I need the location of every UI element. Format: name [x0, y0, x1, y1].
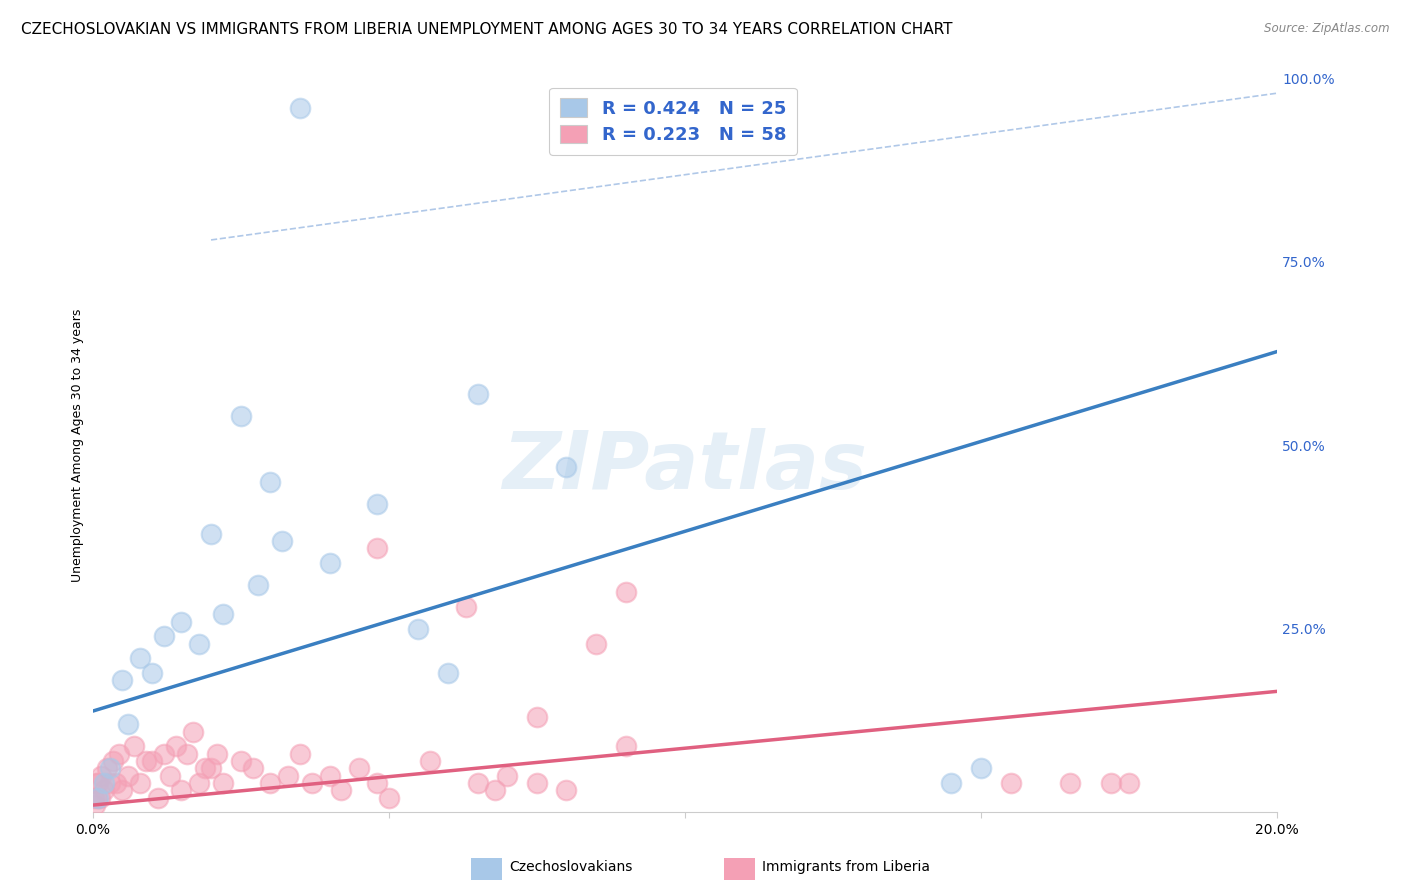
Point	[129, 651, 152, 665]
Point	[288, 101, 311, 115]
Point	[242, 761, 264, 775]
Point	[229, 409, 252, 423]
Point	[105, 776, 128, 790]
Point	[141, 754, 163, 768]
Point	[103, 754, 125, 768]
Point	[108, 747, 131, 761]
Point	[526, 710, 548, 724]
Point	[111, 673, 134, 688]
Point	[181, 724, 204, 739]
Point	[200, 526, 222, 541]
Legend: R = 0.424   N = 25, R = 0.223   N = 58: R = 0.424 N = 25, R = 0.223 N = 58	[550, 87, 797, 155]
Point	[89, 790, 111, 805]
Y-axis label: Unemployment Among Ages 30 to 34 years: Unemployment Among Ages 30 to 34 years	[72, 309, 84, 582]
Point	[271, 533, 294, 548]
Point	[585, 637, 607, 651]
Text: Immigrants from Liberia: Immigrants from Liberia	[762, 860, 929, 874]
Point	[135, 754, 157, 768]
Point	[408, 622, 430, 636]
Point	[165, 739, 187, 754]
Point	[84, 776, 107, 790]
Point	[98, 776, 121, 790]
Point	[941, 776, 963, 790]
Point	[188, 776, 211, 790]
Point	[347, 761, 370, 775]
Point	[496, 769, 519, 783]
Point	[247, 578, 270, 592]
Point	[111, 783, 134, 797]
Point	[93, 776, 115, 790]
Point	[83, 790, 105, 805]
Point	[614, 585, 637, 599]
Point	[614, 739, 637, 754]
Point	[229, 754, 252, 768]
Point	[93, 783, 115, 797]
Point	[970, 761, 993, 775]
Point	[437, 665, 460, 680]
Point	[366, 776, 388, 790]
Text: CZECHOSLOVAKIAN VS IMMIGRANTS FROM LIBERIA UNEMPLOYMENT AMONG AGES 30 TO 34 YEAR: CZECHOSLOVAKIAN VS IMMIGRANTS FROM LIBER…	[21, 22, 953, 37]
Point	[176, 747, 198, 761]
Point	[141, 665, 163, 680]
Point	[1099, 776, 1122, 790]
Point	[188, 637, 211, 651]
Point	[129, 776, 152, 790]
Point	[194, 761, 217, 775]
Text: ZIPatlas: ZIPatlas	[502, 428, 868, 507]
Point	[330, 783, 353, 797]
Point	[318, 769, 340, 783]
Point	[212, 776, 235, 790]
Point	[98, 761, 121, 775]
Point	[170, 783, 193, 797]
Point	[96, 761, 118, 775]
Point	[555, 460, 578, 475]
Point	[377, 790, 399, 805]
Point	[87, 776, 110, 790]
Point	[152, 629, 174, 643]
Point	[366, 541, 388, 556]
Point	[205, 747, 228, 761]
Point	[301, 776, 323, 790]
Point	[484, 783, 506, 797]
Point	[454, 599, 477, 614]
Point	[277, 769, 299, 783]
Point	[170, 615, 193, 629]
Point	[86, 790, 108, 805]
Point	[1000, 776, 1022, 790]
Point	[84, 798, 107, 813]
Point	[200, 761, 222, 775]
Point	[259, 776, 281, 790]
Point	[318, 556, 340, 570]
Point	[152, 747, 174, 761]
Point	[146, 790, 169, 805]
Point	[117, 769, 139, 783]
Point	[1118, 776, 1140, 790]
Point	[87, 790, 110, 805]
Text: Czechoslovakians: Czechoslovakians	[509, 860, 633, 874]
Point	[467, 776, 489, 790]
Point	[419, 754, 441, 768]
Point	[117, 717, 139, 731]
Point	[288, 747, 311, 761]
Point	[1059, 776, 1081, 790]
Point	[122, 739, 145, 754]
Point	[159, 769, 181, 783]
Text: Source: ZipAtlas.com: Source: ZipAtlas.com	[1264, 22, 1389, 36]
Point	[259, 475, 281, 490]
Point	[212, 607, 235, 622]
Point	[366, 497, 388, 511]
Point	[526, 776, 548, 790]
Point	[555, 783, 578, 797]
Point	[467, 387, 489, 401]
Point	[90, 769, 112, 783]
